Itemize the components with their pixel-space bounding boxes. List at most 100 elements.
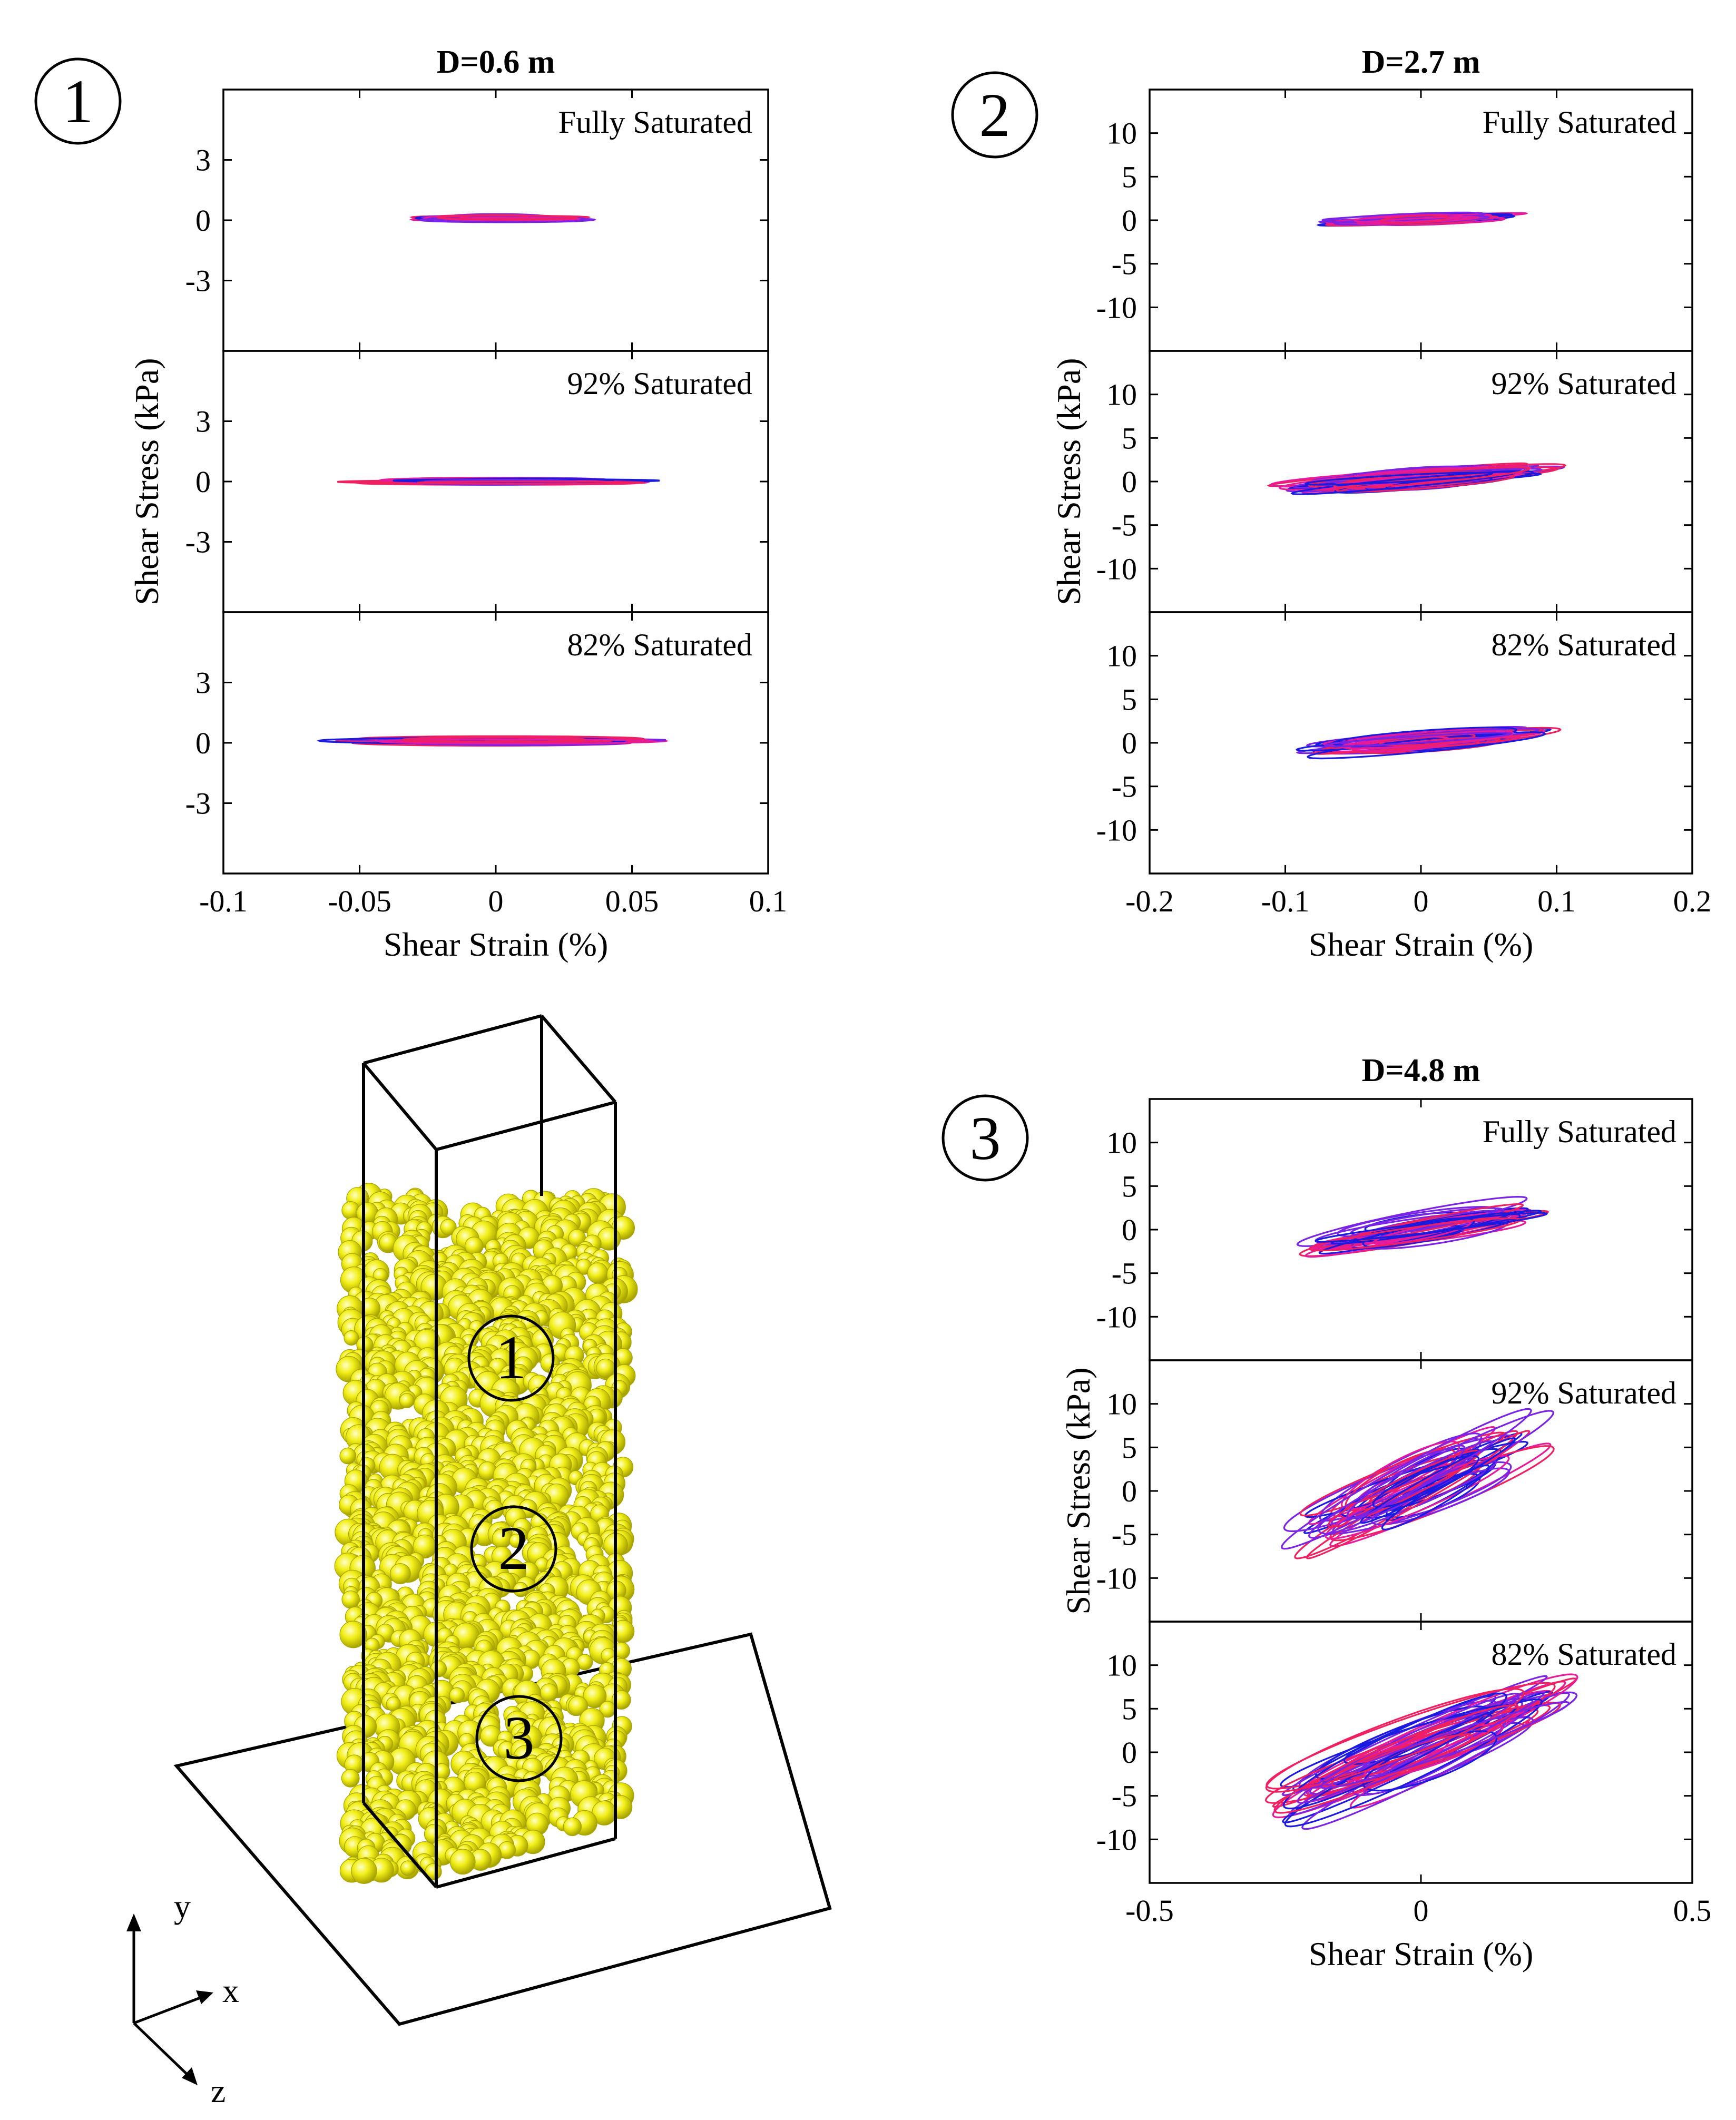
particle — [449, 1849, 476, 1875]
zone-number: 3 — [504, 1703, 535, 1772]
y-tick-label: 0 — [1122, 726, 1137, 760]
x-tick-label: -0.1 — [199, 884, 248, 918]
particle — [440, 1219, 457, 1235]
y-tick-label: 5 — [1122, 1692, 1137, 1726]
y-tick-label: -3 — [185, 786, 211, 820]
badge-circle — [34, 57, 122, 145]
hysteresis-loops — [1264, 1673, 1578, 1830]
stress-strain-loop — [1323, 732, 1513, 748]
saturation-label: 82% Saturated — [1491, 627, 1676, 662]
particle — [341, 1769, 360, 1788]
hysteresis-loops — [409, 213, 596, 223]
particle — [339, 1621, 367, 1648]
x-arrowhead — [196, 1990, 213, 2004]
z-axis-label: z — [211, 2072, 225, 2109]
particle — [400, 1860, 416, 1876]
z-axis-arrow — [133, 2022, 191, 2078]
x-tick-label: 0.05 — [605, 884, 659, 918]
stress-strain-loop — [1330, 1440, 1493, 1525]
zone-circle — [470, 1505, 557, 1593]
x-axis-title: Shear Strain (%) — [1309, 926, 1534, 963]
zone-marker-3: 3 — [475, 1695, 563, 1782]
hysteresis-loops — [337, 477, 660, 486]
y-tick-label: -3 — [185, 263, 211, 298]
y-tick-label: -10 — [1096, 1300, 1137, 1334]
y-tick-label: -10 — [1096, 1561, 1137, 1595]
x-tick-label: 0 — [1414, 884, 1429, 918]
particle — [399, 1393, 415, 1408]
y-axis-title: Shear Stress (kPa) — [1050, 358, 1087, 605]
stress-strain-loop — [417, 480, 644, 485]
chart-title: D=2.7 m — [1362, 44, 1480, 80]
subplot-2: 3 0 -3 92% Saturated — [185, 350, 769, 613]
badge-circle — [951, 71, 1038, 159]
subplot-1: 10 5 0 -5 -10 Fully Saturated — [1096, 1098, 1693, 1361]
y-tick-label: 10 — [1106, 1648, 1137, 1683]
stress-strain-loop — [1288, 1691, 1545, 1816]
saturation-label: Fully Saturated — [1483, 1114, 1676, 1149]
y-tick-label: -5 — [1112, 508, 1137, 543]
z-arrowhead — [182, 2067, 198, 2085]
badge-circle — [941, 1094, 1029, 1182]
y-tick-label: 10 — [1106, 639, 1137, 673]
particle — [341, 1590, 360, 1609]
stress-strain-loop — [1327, 1449, 1480, 1528]
stress-strain-loop — [1307, 1673, 1578, 1798]
zone-number: 1 — [496, 1323, 527, 1392]
subplot-2: 10 5 0 -5 -10 92% Saturated — [1096, 1359, 1693, 1623]
saturation-label: 82% Saturated — [567, 627, 752, 662]
frame-edge — [362, 1062, 438, 1151]
particle — [390, 1563, 411, 1584]
x-tick-label: -0.1 — [1261, 884, 1310, 918]
stress-strain-loop — [1351, 1203, 1524, 1241]
stress-strain-loop — [1346, 1445, 1466, 1520]
y-tick-label: -10 — [1096, 290, 1137, 325]
chart-title: D=4.8 m — [1362, 1053, 1480, 1088]
zone-marker-1: 1 — [467, 1314, 555, 1402]
y-tick-label: 0 — [1122, 1735, 1137, 1770]
hysteresis-loops — [1316, 211, 1528, 227]
x-tick-label: 0.1 — [1537, 884, 1576, 918]
y-tick-label: 5 — [1122, 682, 1137, 717]
zone-marker-2: 2 — [470, 1505, 557, 1593]
zone-circle — [475, 1695, 563, 1782]
frame-edge — [362, 1802, 438, 1888]
x-axis-arrow — [133, 1995, 203, 2025]
saturation-label: 82% Saturated — [1491, 1637, 1676, 1672]
y-axis-title: Shear Stress (kPa) — [128, 358, 165, 605]
stress-strain-loop — [1381, 1464, 1490, 1530]
particle — [587, 1262, 609, 1284]
stress-strain-loop — [1282, 1692, 1507, 1810]
y-tick-label: 5 — [1122, 1169, 1137, 1203]
saturation-label: 92% Saturated — [1491, 1376, 1676, 1410]
hysteresis-loops — [1296, 1195, 1549, 1258]
panel-badge-2: 2 — [951, 71, 1038, 159]
x-tick-label: 0 — [488, 884, 504, 918]
y-tick-label: 5 — [1122, 160, 1137, 194]
stress-strain-loop — [1314, 1212, 1548, 1243]
stress-strain-loop — [1306, 731, 1546, 760]
coordinate-axes: y x z — [126, 1888, 239, 2109]
particle — [540, 1683, 558, 1702]
y-tick-label: -5 — [1112, 1518, 1137, 1552]
particle — [339, 1447, 356, 1465]
stress-strain-loop — [1280, 1408, 1532, 1550]
subplot-3: 10 5 0 -5 -10 82% Saturated — [1096, 1621, 1693, 1884]
x-axis-title: Shear Strain (%) — [384, 926, 609, 963]
x-tick-label: -0.5 — [1125, 1893, 1174, 1928]
stress-strain-loop — [1290, 471, 1517, 495]
stress-strain-loop — [1379, 214, 1449, 224]
stress-strain-loop — [1265, 1687, 1525, 1793]
y-tick-label: 0 — [1122, 1213, 1137, 1247]
zone-number: 2 — [498, 1514, 529, 1583]
stress-strain-loop — [1354, 214, 1463, 223]
y-tick-label: -10 — [1096, 552, 1137, 586]
stress-strain-loop — [1264, 1702, 1561, 1804]
y-tick-label: -5 — [1112, 1257, 1137, 1291]
subplot-3: 10 5 0 -5 -10 82% Saturated — [1096, 611, 1693, 875]
y-tick-label: -10 — [1096, 1822, 1137, 1857]
x-tick-label: -0.05 — [328, 884, 391, 918]
stress-strain-loop — [1301, 1692, 1570, 1830]
y-tick-label: 5 — [1122, 1430, 1137, 1465]
